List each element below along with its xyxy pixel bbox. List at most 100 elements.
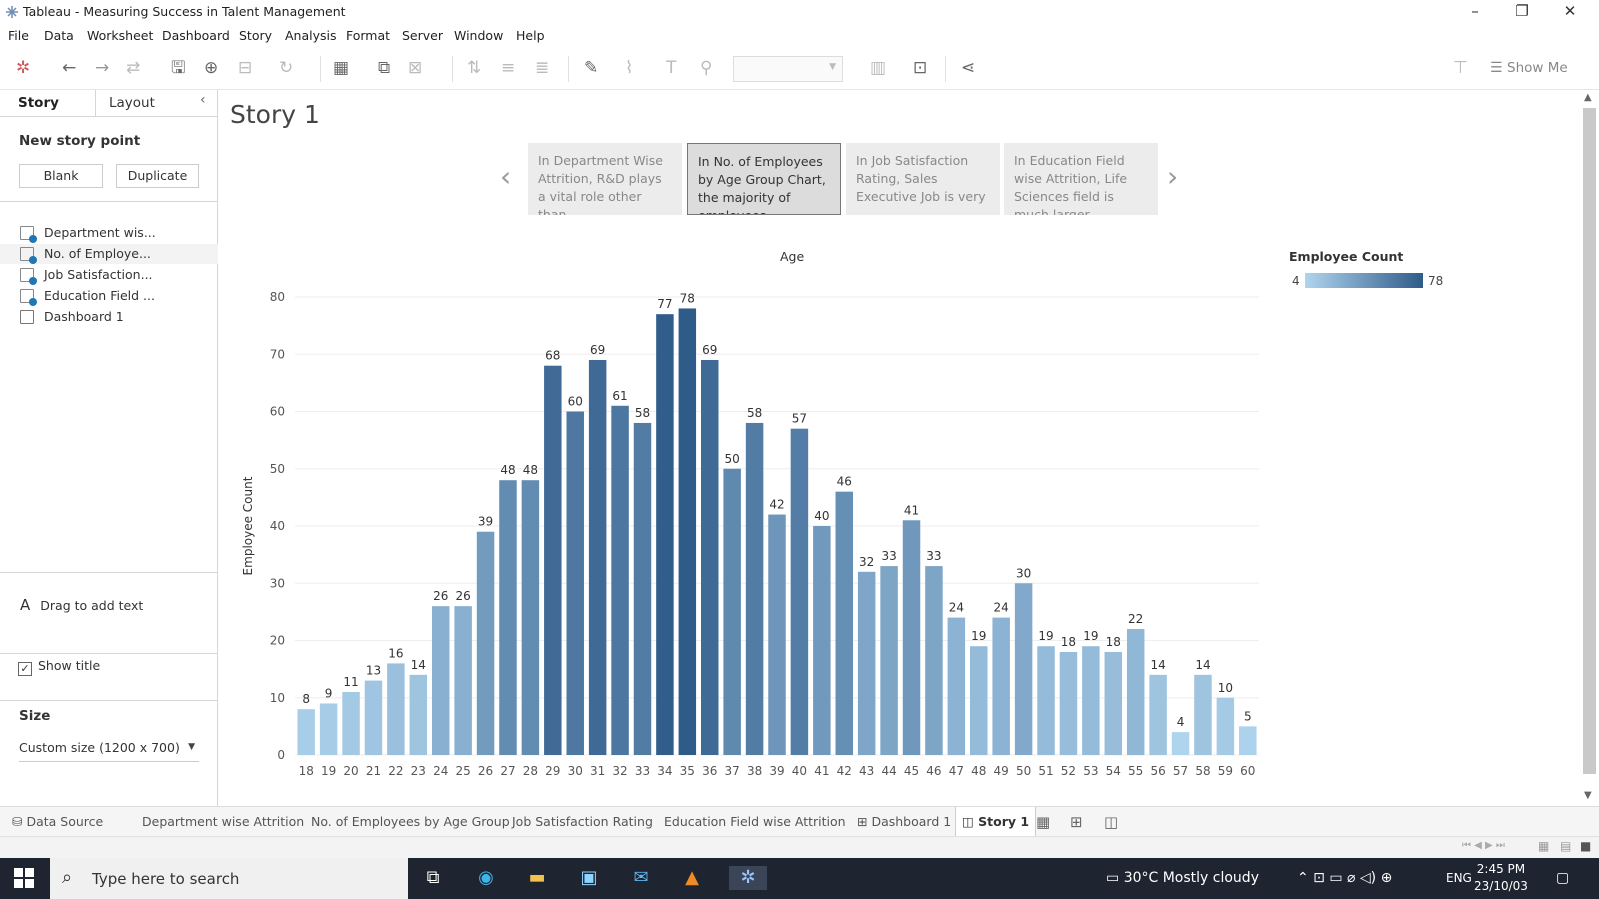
story-point-4[interactable]: In Education Field wise Attrition, Life … <box>1004 143 1158 215</box>
weather-widget[interactable]: ▭ 30°C Mostly cloudy <box>1106 870 1259 886</box>
fix-axes-icon[interactable]: ⚲ <box>700 58 713 78</box>
menu-help[interactable]: Help <box>516 28 545 43</box>
menu-file[interactable]: File <box>8 28 29 43</box>
sheet-item-employees[interactable]: No. of Employe... <box>0 244 218 264</box>
bar[interactable] <box>1082 646 1100 755</box>
tab-data-source[interactable]: ⛁ Data Source <box>12 814 104 829</box>
edge-icon[interactable]: ◉ <box>478 867 494 888</box>
tab-layout[interactable]: Layout <box>109 95 155 111</box>
tab-employees-by-age-group[interactable]: No. of Employees by Age Group <box>311 814 510 829</box>
refresh-icon[interactable]: ↻ <box>279 58 294 78</box>
new-worksheet-tab-icon[interactable]: ▦ <box>1036 813 1051 831</box>
bar[interactable] <box>701 359 719 755</box>
save-icon[interactable]: 🖫 <box>171 58 186 78</box>
swap-rows-columns-icon[interactable]: ⇅ <box>467 58 482 78</box>
bar[interactable] <box>633 422 652 755</box>
bar[interactable] <box>521 480 540 755</box>
bar[interactable] <box>678 308 697 755</box>
view-tabs-icon[interactable]: ■ <box>1580 839 1592 853</box>
replace-data-icon[interactable]: ⇄ <box>126 58 141 78</box>
menu-data[interactable]: Data <box>44 28 74 43</box>
show-me-button[interactable]: ☰ Show Me <box>1490 60 1568 76</box>
story-point-2[interactable]: In No. of Employees by Age Group Chart, … <box>687 143 841 215</box>
tab-job-satisfaction-rating[interactable]: Job Satisfaction Rating <box>512 814 653 829</box>
close-button[interactable]: ✕ <box>1563 2 1577 20</box>
bar[interactable] <box>1149 674 1167 755</box>
chevron-left-icon[interactable]: ‹ <box>200 92 206 108</box>
tableau-taskbar-icon[interactable]: ✲ <box>729 866 767 890</box>
menu-story[interactable]: Story <box>239 28 273 43</box>
show-title-checkbox[interactable]: ✓ Show title <box>18 658 100 676</box>
presentation-mode-icon[interactable]: ⊡ <box>913 58 928 78</box>
sheet-item-job-satisfaction[interactable]: Job Satisfaction... <box>0 265 218 285</box>
bar[interactable] <box>992 617 1010 755</box>
bar[interactable] <box>813 526 831 755</box>
drag-to-add-text[interactable]: A Drag to add text <box>20 596 144 614</box>
bar[interactable] <box>297 709 315 755</box>
duplicate-button[interactable]: Duplicate <box>116 164 199 188</box>
microsoft-store-icon[interactable]: ▣ <box>580 867 598 888</box>
input-language[interactable]: ENG <box>1446 871 1472 885</box>
vertical-scrollbar[interactable]: ▲ ▼ <box>1580 90 1599 806</box>
clock[interactable]: 2:45 PM 23/10/03 <box>1474 862 1528 893</box>
bar[interactable] <box>880 566 898 755</box>
menu-server[interactable]: Server <box>402 28 443 43</box>
menu-format[interactable]: Format <box>346 28 391 43</box>
new-data-source-icon[interactable]: ⊕ <box>204 58 219 78</box>
bar[interactable] <box>857 571 876 755</box>
menu-worksheet[interactable]: Worksheet <box>87 28 154 43</box>
bar[interactable] <box>745 422 764 755</box>
fit-dropdown[interactable]: ▼ <box>733 56 843 82</box>
bar[interactable] <box>768 514 786 755</box>
bar[interactable] <box>566 411 584 756</box>
bar[interactable] <box>499 480 517 755</box>
bar[interactable] <box>476 531 495 755</box>
bar[interactable] <box>1171 732 1190 755</box>
tab-story[interactable]: Story <box>0 90 96 117</box>
sheet-item-dashboard[interactable]: Dashboard 1 <box>0 307 218 327</box>
sheet-item-department[interactable]: Department wis... <box>0 223 218 243</box>
new-story-tab-icon[interactable]: ◫ <box>1104 813 1119 831</box>
redo-icon[interactable]: → <box>95 58 110 78</box>
bar[interactable] <box>1126 629 1145 755</box>
bar[interactable] <box>611 405 629 755</box>
bar[interactable] <box>656 314 674 755</box>
bar[interactable] <box>970 646 988 755</box>
story-point-1[interactable]: In Department Wise Attrition, R&D plays … <box>528 143 682 215</box>
bar[interactable] <box>1239 726 1257 755</box>
bar[interactable] <box>454 606 472 755</box>
bar[interactable] <box>319 703 338 755</box>
bar[interactable] <box>387 663 405 755</box>
scroll-up-icon[interactable]: ▲ <box>1584 92 1592 103</box>
bar[interactable] <box>790 428 809 755</box>
bar[interactable] <box>835 491 853 755</box>
menu-analysis[interactable]: Analysis <box>285 28 337 43</box>
file-explorer-icon[interactable]: ▬ <box>528 867 546 888</box>
bar[interactable] <box>364 680 383 755</box>
task-view-icon[interactable]: ⧉ <box>426 867 440 888</box>
notifications-icon[interactable]: ▢ <box>1556 870 1570 886</box>
scroll-down-icon[interactable]: ▼ <box>1584 790 1592 801</box>
mail-icon[interactable]: ✉ <box>633 867 649 888</box>
next-story-point-arrow[interactable]: › <box>1167 160 1179 193</box>
tableau-home-icon[interactable]: ✲ <box>16 58 31 78</box>
system-tray-icons[interactable]: ⌃ ⊡ ▭ ⌀ ◁) ⊕ <box>1297 870 1393 886</box>
tab-story-1[interactable]: ◫ Story 1 <box>955 807 1037 837</box>
pause-updates-icon[interactable]: ⊟ <box>238 58 253 78</box>
tab-dashboard-1[interactable]: ⊞ Dashboard 1 <box>857 814 952 829</box>
tab-navigation-icons[interactable]: ⏮ ◀ ▶ ⏭ <box>1462 840 1505 851</box>
windows-start-icon[interactable] <box>14 868 34 888</box>
view-filmstrip-icon[interactable]: ▤ <box>1560 839 1572 853</box>
sort-descending-icon[interactable]: ≣ <box>535 58 550 78</box>
bar[interactable] <box>409 674 428 755</box>
view-grid-icon[interactable]: ▦ <box>1538 839 1550 853</box>
pin-icon[interactable]: ⊤ <box>1453 58 1468 78</box>
bar[interactable] <box>1014 583 1033 755</box>
blank-button[interactable]: Blank <box>19 164 103 188</box>
bar[interactable] <box>947 617 966 755</box>
vlc-icon[interactable]: ▲ <box>685 867 699 888</box>
sort-ascending-icon[interactable]: ≡ <box>501 58 516 78</box>
new-dashboard-tab-icon[interactable]: ⊞ <box>1070 813 1083 831</box>
story-point-3[interactable]: In Job Satisfaction Rating, Sales Execut… <box>846 143 1000 215</box>
minimize-button[interactable]: – <box>1471 2 1479 20</box>
